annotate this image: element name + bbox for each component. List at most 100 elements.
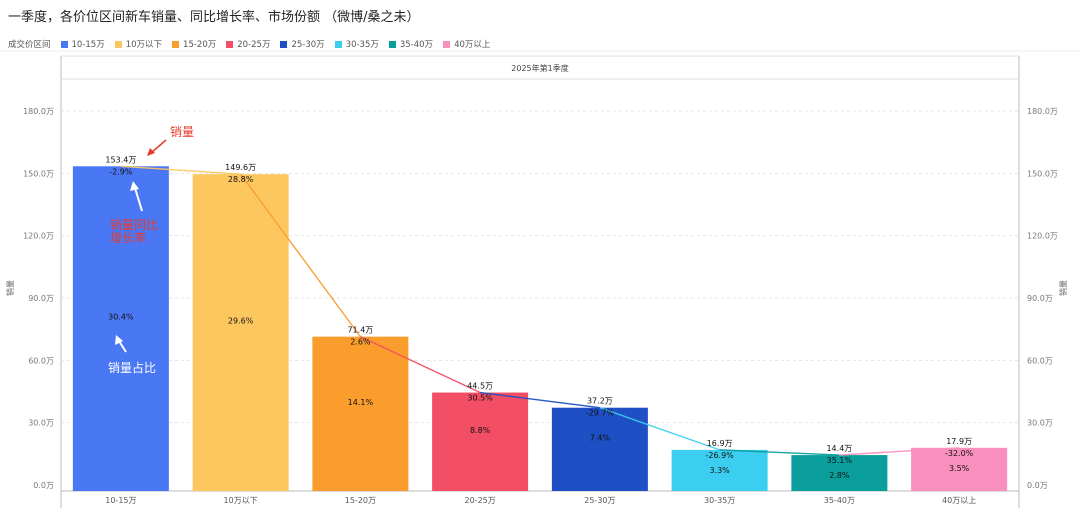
bar	[312, 336, 409, 491]
trend-segment	[240, 173, 361, 338]
legend-item-label: 10万以下	[125, 40, 163, 50]
y-tick-label-left: 30.0万	[28, 419, 54, 428]
legend-item-label: 40万以上	[454, 40, 491, 50]
bar	[192, 174, 289, 492]
annotation-share-arrowhead	[115, 335, 123, 345]
value-label: 17.9万	[946, 437, 972, 446]
yoy-label: -2.9%	[109, 167, 133, 176]
yoy-label: -29.7%	[586, 409, 615, 418]
legend-swatch	[226, 40, 234, 48]
share-label: 3.5%	[949, 464, 970, 473]
bar	[671, 449, 768, 491]
legend-label: 成交价区间	[8, 40, 51, 50]
value-label: 44.5万	[467, 382, 493, 391]
share-label: 2.8%	[829, 471, 850, 480]
y-tick-label-left: 90.0万	[28, 294, 54, 303]
yoy-label: 30.5%	[467, 394, 493, 403]
share-label: 3.3%	[709, 466, 730, 475]
legend-item-7[interactable]: 40万以上	[443, 38, 490, 50]
annotation-sales-arrow	[150, 139, 167, 154]
y-tick-label-right: 30.0万	[1027, 419, 1053, 428]
value-label: 37.2万	[587, 397, 613, 406]
share-label: 14.1%	[348, 398, 374, 407]
value-label: 71.4万	[347, 326, 373, 335]
yoy-label: 35.1%	[827, 456, 853, 465]
yoy-label: 2.6%	[350, 338, 371, 347]
legend-swatch	[114, 40, 122, 48]
annotation-share-arrow	[118, 340, 127, 353]
trend-segment	[719, 449, 840, 456]
y-tick-label-right: 90.0万	[1027, 294, 1053, 303]
legend-item-label: 35-40万	[399, 40, 434, 50]
legend-swatch	[280, 40, 288, 48]
y-tick-label-right: 0.0万	[1027, 481, 1048, 490]
annotation-yoy-arrowhead	[130, 181, 139, 191]
legend-item-label: 10-15万	[71, 40, 105, 50]
annotation-sales: 销量	[170, 125, 194, 139]
x-tick-label: 10万以下	[224, 496, 258, 505]
annotation-share: 销量占比	[108, 360, 156, 375]
trend-segment	[480, 391, 600, 409]
share-label: 7.4%	[590, 433, 611, 442]
legend-item-4[interactable]: 25-30万	[280, 38, 325, 50]
legend-item-3[interactable]: 20-25万	[226, 38, 270, 50]
legend: 成交价区间 10-15万 10万以下 15-20万 20-25万 25-30万 30-35…	[8, 38, 490, 50]
value-label: 153.4万	[105, 155, 136, 164]
y-axis-title-left: 销量	[5, 280, 15, 296]
share-label: 8.8%	[470, 426, 491, 435]
bar	[72, 166, 169, 491]
x-tick-label: 15-20万	[345, 496, 376, 505]
x-tick-label: 40万以上	[942, 496, 976, 505]
legend-item-5[interactable]: 30-35万	[334, 38, 379, 50]
yoy-label: 28.8%	[228, 175, 254, 184]
chart-title: 一季度，各价位区间新车销量、同比增长率、市场份额 （微博/桑之未）	[8, 10, 420, 25]
x-tick-label: 20-25万	[465, 496, 496, 505]
y-tick-label-right: 150.0万	[1027, 169, 1058, 178]
legend-swatch	[172, 40, 180, 48]
annotation-yoy-line2: 增长率	[110, 230, 146, 245]
annotation-sales-arrowhead	[147, 148, 155, 156]
trend-segment	[120, 165, 241, 175]
x-tick-label: 35-40万	[824, 496, 855, 505]
trend-segment	[839, 447, 960, 456]
legend-item-label: 20-25万	[237, 40, 271, 50]
legend-item-0[interactable]: 10-15万	[60, 38, 105, 50]
y-tick-label-left: 120.0万	[23, 232, 54, 241]
y-tick-label-left: 150.0万	[23, 169, 54, 178]
bar	[791, 455, 888, 491]
share-label: 29.6%	[228, 317, 254, 326]
legend-item-1[interactable]: 10万以下	[114, 38, 163, 50]
legend-item-6[interactable]: 35-40万	[388, 38, 434, 50]
share-label: 30.4%	[108, 313, 134, 322]
bar	[432, 392, 529, 491]
legend-item-label: 25-30万	[291, 40, 325, 50]
trend-segment	[360, 336, 481, 394]
annotation-yoy-line1: 销量同比	[110, 218, 158, 232]
value-label: 149.6万	[225, 163, 256, 172]
y-tick-label-right: 120.0万	[1027, 232, 1058, 241]
bar	[551, 407, 648, 491]
y-tick-label-right: 60.0万	[1027, 356, 1053, 365]
yoy-label: -26.9%	[705, 451, 734, 460]
legend-item-2[interactable]: 15-20万	[172, 38, 216, 50]
y-tick-label-left: 0.0万	[33, 481, 54, 490]
y-tick-label-left: 60.0万	[28, 356, 54, 365]
trend-segment	[599, 407, 720, 451]
value-label: 16.9万	[707, 439, 733, 448]
yoy-label: -32.0%	[945, 449, 974, 458]
legend-swatch	[60, 40, 68, 48]
legend-swatch	[388, 40, 396, 48]
y-tick-label-left: 180.0万	[23, 107, 54, 116]
y-tick-label-right: 180.0万	[1027, 107, 1058, 116]
x-tick-label: 25-30万	[584, 496, 615, 505]
x-tick-label: 30-35万	[704, 496, 735, 505]
panel-label: 2025年第1季度	[511, 63, 568, 73]
legend-item-label: 30-35万	[345, 40, 379, 50]
bar	[911, 447, 1008, 491]
annotation-yoy-arrow	[134, 187, 143, 212]
legend-swatch	[334, 40, 342, 48]
x-tick-label: 10-15万	[105, 496, 136, 505]
y-axis-title-right: 销量	[1058, 280, 1068, 296]
value-label: 14.4万	[826, 444, 852, 453]
